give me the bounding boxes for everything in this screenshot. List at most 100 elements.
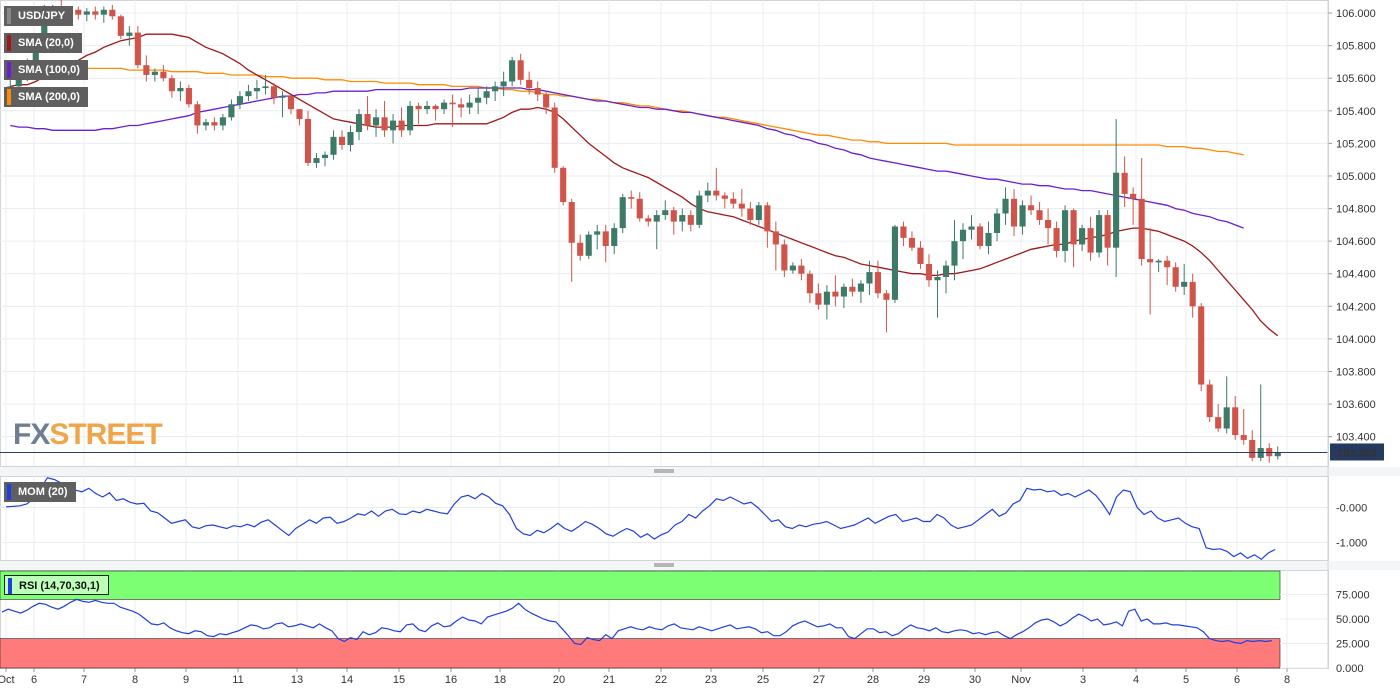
candle-body (1206, 384, 1213, 418)
time-tick-label: 3 (1080, 674, 1086, 686)
time-tick-label: 14 (341, 674, 353, 686)
candle-body (815, 293, 822, 305)
candle-body (883, 293, 890, 300)
candle-body (262, 86, 269, 88)
sma200-legend[interactable]: SMA (200,0) (4, 87, 88, 107)
logo-fx: FX (13, 418, 50, 451)
rsi-overbought-band (0, 570, 1281, 600)
candle-body (398, 120, 405, 131)
sma100-legend-text: SMA (100,0) (18, 64, 80, 76)
candle-body (738, 203, 745, 209)
time-tick-label: 18 (494, 674, 506, 686)
candle-body (1096, 215, 1103, 253)
sma200-legend-text: SMA (200,0) (18, 91, 80, 103)
sma200-swatch (7, 89, 11, 105)
candle-body (985, 233, 992, 247)
candle-body (696, 195, 703, 225)
price-tick-label: 103.800 (1336, 366, 1376, 378)
rsi-oversold-band (0, 638, 1281, 669)
candle-body (245, 91, 252, 97)
candle-body (287, 96, 295, 110)
sma20-swatch (7, 35, 11, 51)
time-tick-label: 11 (232, 674, 243, 686)
candle-body (211, 122, 218, 126)
price-tick-label: 105.400 (1336, 106, 1376, 118)
candle-body (313, 158, 320, 163)
logo-street: STREET (49, 418, 162, 451)
candle-body (41, 14, 48, 43)
sma20-legend[interactable]: SMA (20,0) (4, 33, 82, 53)
candle-body (577, 242, 584, 256)
candle-body (611, 228, 618, 247)
candle-body (109, 9, 116, 17)
rsi-legend[interactable]: RSI (14,70,30,1) (4, 575, 109, 595)
time-tick-label: 4 (1133, 674, 1139, 686)
price-tick-label: 104.400 (1336, 269, 1376, 281)
sma100-legend[interactable]: SMA (100,0) (4, 60, 88, 80)
rsi-tick-label: 0.000 (1336, 663, 1364, 675)
candle-body (458, 104, 465, 108)
candle-body (194, 104, 201, 126)
candle-body (228, 104, 235, 118)
candle-body (619, 197, 626, 229)
time-tick-label: 27 (813, 674, 825, 686)
candle-body (432, 105, 439, 110)
candle-body (934, 276, 941, 281)
pane-splitter (0, 467, 1400, 476)
time-tick-label: 6 (31, 674, 37, 686)
candle-body (823, 291, 830, 305)
candle-body (730, 198, 737, 204)
candle-body (279, 96, 286, 98)
candle-body (219, 117, 226, 126)
candle-body (840, 286, 847, 297)
price-tick-label: 103.400 (1336, 432, 1376, 444)
candle-body (874, 272, 881, 294)
candle-body (475, 97, 482, 103)
symbol-label: USD/JPY (4, 6, 74, 26)
time-tick-label: 8 (1284, 674, 1290, 686)
candle-body (687, 215, 694, 225)
pane-splitter (0, 561, 1400, 570)
candle-body (449, 102, 456, 105)
candle-body (126, 32, 133, 36)
time-tick-label: 25 (757, 674, 769, 686)
candle-body (424, 105, 431, 110)
price-pane-border (0, 0, 1329, 467)
candle-body (304, 118, 312, 163)
candle-body (1113, 172, 1120, 248)
candle-body (755, 205, 762, 220)
rsi-swatch (8, 578, 12, 594)
candle-body (1147, 259, 1154, 263)
rsi-line (1, 598, 1272, 646)
mom-legend[interactable]: MOM (20) (4, 482, 76, 502)
candle-body (764, 205, 771, 232)
candle-body (1249, 439, 1256, 458)
candle-body (381, 117, 388, 131)
last-price-label: 103.303 (1337, 447, 1377, 459)
candle-body (1070, 210, 1077, 245)
candle-body (526, 79, 533, 88)
candle-body (993, 213, 1001, 233)
candle-body (492, 86, 499, 92)
time-tick-label: 8 (132, 674, 138, 686)
candle-body (1130, 193, 1137, 199)
price-tick-label: 104.200 (1336, 301, 1376, 313)
candle-body (798, 265, 805, 274)
candle-body (1274, 452, 1281, 457)
candle-body (415, 105, 422, 110)
last-price-tag (1330, 443, 1384, 461)
candle-body (441, 102, 448, 110)
rsi-tick-label: 75.000 (1336, 590, 1370, 602)
candle-body (338, 136, 346, 146)
price-tick-label: 105.600 (1336, 73, 1376, 85)
candle-body (1019, 205, 1026, 227)
time-tick-label: 30 (969, 674, 981, 686)
candle-body (134, 32, 141, 66)
candle-body (543, 94, 550, 108)
candle-body (1172, 267, 1179, 287)
price-tick-label: 104.000 (1336, 334, 1376, 346)
candle-body (942, 265, 950, 277)
candle-body (177, 87, 184, 92)
